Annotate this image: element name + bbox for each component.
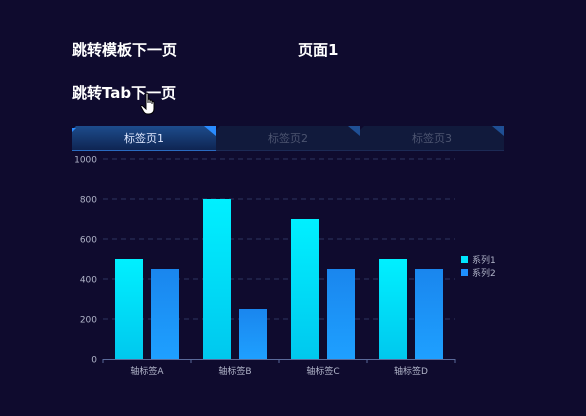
y-tick-label: 1000	[74, 156, 97, 166]
y-tick-label: 600	[80, 236, 97, 246]
tab-background	[216, 126, 360, 151]
x-tick-label: 轴标签C	[306, 365, 339, 377]
page-title: 页面1	[298, 41, 339, 59]
y-tick-label: 400	[80, 276, 97, 286]
y-tick-label: 800	[80, 196, 97, 206]
tab-page-1[interactable]: 标签页1	[72, 126, 216, 151]
bar-1-1	[115, 259, 143, 359]
tab-background	[72, 126, 216, 151]
tab-page-3[interactable]: 标签页3	[360, 126, 504, 151]
bar-2-2	[239, 309, 267, 359]
legend-swatch-2	[461, 269, 468, 276]
bar-1-3	[291, 219, 319, 359]
y-tick-label: 0	[91, 356, 97, 366]
legend-label-1: 系列1	[472, 254, 496, 266]
x-tick-label: 轴标签D	[394, 365, 428, 377]
tab-label: 标签页1	[124, 132, 164, 145]
bar-1-2	[203, 199, 231, 359]
x-tick-label: 轴标签B	[218, 365, 251, 377]
tab-label: 标签页2	[268, 132, 308, 145]
chart-bars	[115, 199, 443, 359]
next-template-link[interactable]: 跳转模板下一页	[72, 41, 178, 59]
x-tick-label: 轴标签A	[130, 365, 164, 377]
bar-2-1	[151, 269, 179, 359]
y-tick-label: 200	[80, 316, 97, 326]
hand-pointer-icon	[140, 92, 155, 115]
legend-label-2: 系列2	[472, 267, 496, 279]
legend-swatch-1	[461, 256, 468, 263]
tab-bar: 标签页1 标签页2 标签页3	[72, 126, 504, 151]
tab-page-2[interactable]: 标签页2	[216, 126, 360, 151]
bar-2-3	[327, 269, 355, 359]
bar-1-4	[379, 259, 407, 359]
tab-label: 标签页3	[412, 132, 452, 145]
tab-background	[360, 126, 504, 151]
chart-axes: 0 200 400 600 800 1000 轴标签A 轴标签B 轴标签C 轴标签D	[74, 156, 456, 377]
next-tab-link[interactable]: 跳转Tab下一页	[72, 84, 177, 102]
bar-2-4	[415, 269, 443, 359]
